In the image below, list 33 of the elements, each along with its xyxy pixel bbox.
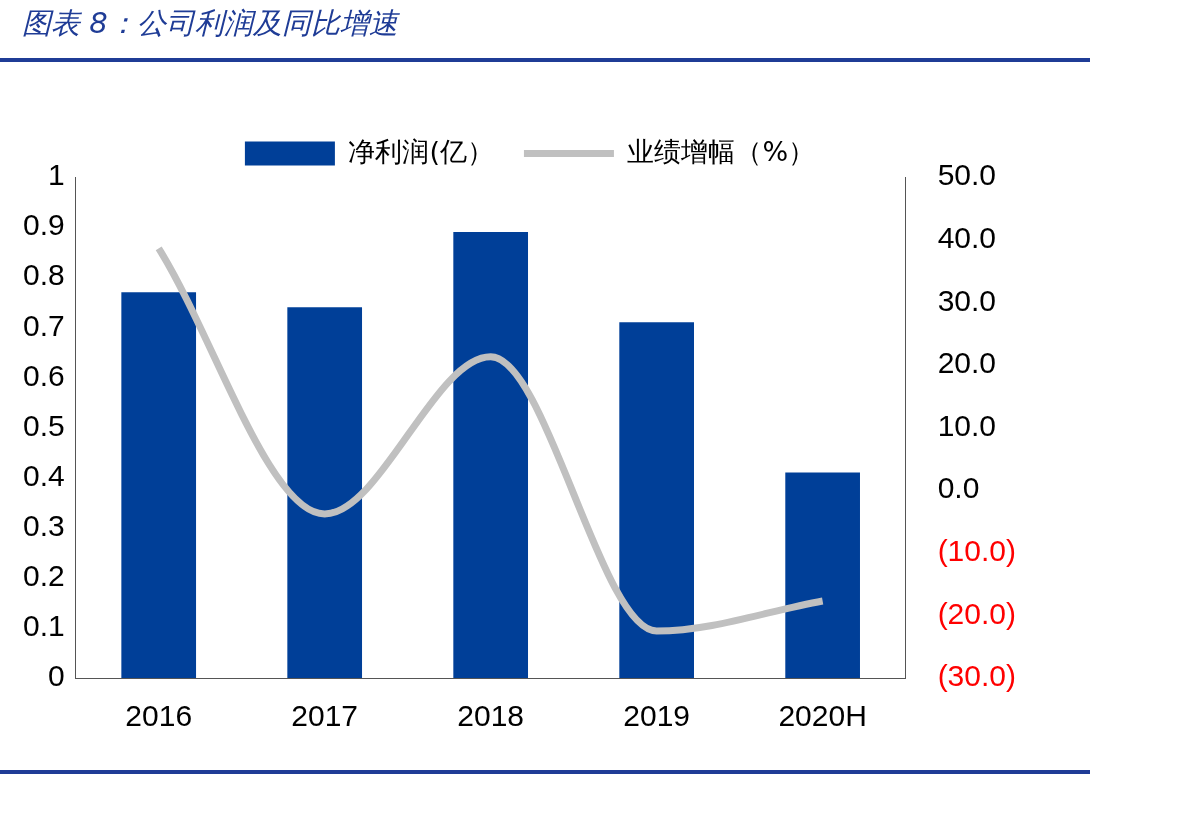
bar — [453, 232, 529, 678]
y2-tick-label: (30.0) — [937, 659, 1017, 693]
y2-tick-label: 0.0 — [937, 471, 980, 505]
y-tick-label: 0.8 — [22, 258, 65, 292]
y2-tick-label: 40.0 — [937, 220, 997, 254]
y-tick-label: 0.9 — [22, 208, 65, 242]
y-tick-label: 1 — [48, 158, 65, 192]
x-tick-label: 2020H — [778, 699, 867, 733]
y-tick-label: 0.2 — [22, 559, 65, 593]
y-tick-label: 0.3 — [22, 508, 65, 542]
y2-tick-label: 50.0 — [937, 158, 997, 192]
y2-tick-label: (10.0) — [937, 534, 1017, 568]
x-tick-label: 2017 — [291, 699, 359, 733]
y2-tick-label: (20.0) — [937, 596, 1017, 630]
y-tick-label: 0.7 — [22, 308, 65, 342]
y-tick-label: 0.4 — [22, 458, 65, 492]
y-tick-label: 0.1 — [22, 609, 65, 643]
legend-label: 业绩增幅（%） — [627, 135, 816, 167]
bar — [619, 322, 694, 678]
y2-tick-label: 20.0 — [937, 346, 997, 380]
x-tick-label: 2016 — [125, 699, 193, 733]
x-tick-label: 2019 — [623, 699, 691, 733]
bar — [287, 307, 363, 678]
chart-title: 图表 8：公司利润及同比增速 — [22, 5, 398, 42]
legend-label: 净利润(亿） — [348, 135, 494, 167]
y2-tick-label: 30.0 — [937, 283, 997, 317]
y-tick-label: 0.5 — [22, 408, 65, 442]
bar — [121, 292, 197, 678]
x-tick-label: 2018 — [457, 699, 525, 733]
y2-tick-label: 10.0 — [937, 408, 997, 442]
bar — [785, 472, 860, 678]
y-tick-label: 0.6 — [22, 358, 65, 392]
y-tick-label: 0 — [48, 659, 65, 693]
